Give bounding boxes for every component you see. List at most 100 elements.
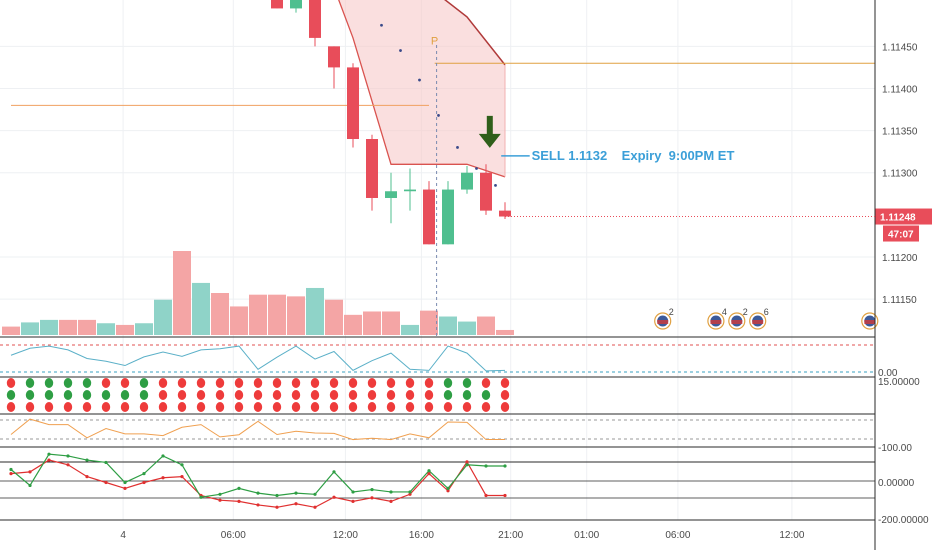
channel-dots	[380, 23, 497, 187]
ind2-dot	[424, 402, 434, 412]
ind4-slow-point	[218, 498, 222, 502]
event-flag-stripe	[864, 320, 876, 324]
horizontal-levels	[11, 62, 875, 106]
event-count: 4	[722, 307, 727, 317]
ind4-slow-point	[180, 475, 184, 479]
ind3-tick-label: -100.00	[878, 443, 912, 454]
ind2-dot	[367, 402, 377, 412]
ind4-slow-point	[389, 499, 393, 503]
ind4-fast-point	[294, 491, 298, 495]
channel-dot	[380, 23, 383, 27]
time-tick-label: 06:00	[665, 530, 690, 541]
candle-body	[328, 46, 340, 68]
ind4-slow-point	[370, 496, 374, 500]
down-arrow-icon	[478, 115, 501, 148]
ind2-dot	[405, 402, 415, 412]
ind4-slow-point	[294, 502, 298, 506]
ind4-slow-point	[256, 503, 260, 507]
ind4-fast-point	[237, 486, 241, 490]
ind4-fast-point	[370, 487, 374, 492]
ind1-line	[10, 345, 506, 372]
ind2-dot	[291, 390, 301, 400]
ind4-fast-point	[427, 469, 431, 473]
indicator-panes	[0, 336, 875, 521]
ind4-fast-point	[142, 472, 146, 476]
ind2-dot	[329, 390, 339, 400]
volume-bar	[154, 299, 172, 335]
time-tick-label: 21:00	[498, 530, 523, 541]
ind4-slow-point	[161, 476, 165, 480]
volume-bar	[477, 316, 495, 335]
ind4-slow-point	[66, 463, 70, 467]
channel-upper-line	[444, 0, 506, 66]
ind2-dot	[481, 378, 491, 388]
ind2-dot	[481, 402, 491, 412]
ind4-slow-point	[28, 470, 32, 474]
ind2-dot	[234, 378, 244, 388]
ind4-slow-point	[503, 493, 507, 498]
time-tick-label: 12:00	[779, 530, 804, 541]
volume-bar	[268, 294, 286, 335]
ind4-slow-point	[237, 499, 241, 503]
ind4-slow-point	[465, 460, 469, 464]
candle-body	[347, 67, 359, 140]
ind2-dot	[82, 402, 92, 412]
ind4-slow-point	[427, 472, 431, 476]
ind2-dot	[348, 390, 358, 400]
ind4-fast-point	[28, 483, 32, 488]
ind2-dot	[310, 402, 320, 412]
volume-bar	[2, 326, 20, 335]
ind4-fast-point	[218, 492, 222, 496]
ind2-dot	[82, 378, 92, 388]
volume-bar	[458, 321, 476, 335]
ind2-dot	[500, 378, 510, 388]
ind4-slow-point	[85, 475, 89, 479]
volume-bar	[363, 311, 381, 335]
ind2-dot	[291, 402, 301, 412]
volume-bar	[382, 311, 400, 335]
ind4-fast-point	[161, 454, 165, 458]
ind4-fast-point	[275, 493, 279, 498]
volume-bar	[401, 324, 419, 335]
ind2-dot	[63, 378, 73, 388]
event-count: 2	[669, 307, 674, 317]
ind1-tick-label: 0.00	[878, 368, 898, 379]
volume-bar	[420, 310, 438, 335]
candle-body	[271, 0, 283, 9]
ind4-slow-point	[123, 486, 127, 490]
price-tick-label: 1.11400	[882, 84, 918, 95]
volume-bar	[116, 324, 134, 335]
event-flag-stripe	[752, 320, 764, 324]
ind2-dot	[424, 378, 434, 388]
ind2-dot	[177, 402, 187, 412]
time-tick-label: 01:00	[574, 530, 599, 541]
ind2-dot	[25, 390, 35, 400]
ind2-dot	[196, 402, 206, 412]
ind4-fast-point	[332, 470, 336, 474]
ind4-fast-point	[47, 452, 51, 456]
channel-dot	[399, 49, 402, 52]
price-channel	[338, 0, 506, 178]
event-flag-stripe	[731, 320, 743, 324]
candle-body	[404, 189, 416, 192]
channel-lower-line	[338, 0, 506, 178]
ind2-dot	[6, 390, 16, 400]
candle-body	[499, 210, 511, 217]
ind2-dot	[500, 402, 510, 412]
ind4-fast-point	[123, 480, 127, 485]
ind2-dot	[101, 402, 111, 412]
ind2-dot	[291, 378, 301, 388]
time-tick-label: 12:00	[333, 530, 358, 541]
ind2-dot	[215, 378, 225, 388]
ind2-dot	[348, 378, 358, 388]
candle-body	[423, 189, 435, 245]
ind2-dot	[253, 378, 263, 388]
price-tick-label: 1.11350	[882, 127, 918, 138]
ind4-fast-point	[389, 490, 393, 494]
ind4-slow-point	[275, 505, 279, 509]
volume-bar	[325, 299, 343, 335]
event-count: 2	[743, 307, 748, 317]
ind2-dot	[443, 390, 453, 400]
